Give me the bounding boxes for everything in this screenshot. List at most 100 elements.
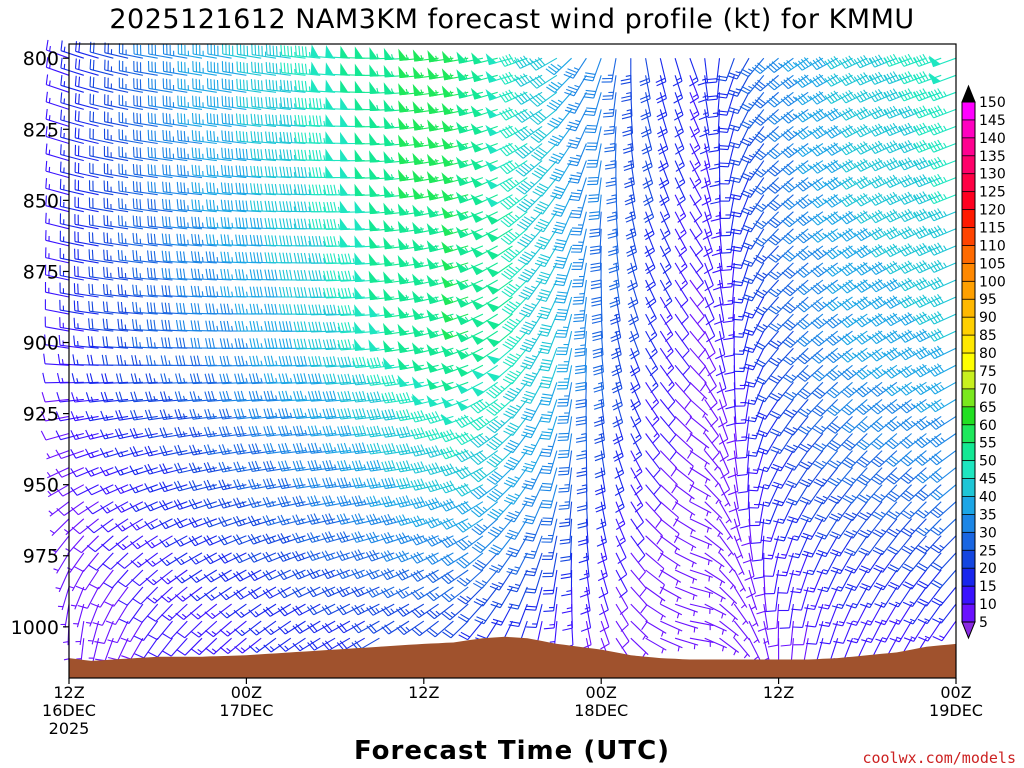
wind-barb (132, 215, 158, 230)
wind-barb (188, 462, 217, 474)
wind-barb (351, 442, 380, 455)
wind-barb (74, 144, 99, 162)
wind-barb (674, 330, 690, 359)
wind-barb (174, 444, 203, 456)
wind-barb (770, 450, 794, 472)
wind-barb (251, 44, 277, 59)
wind-barb (839, 313, 868, 328)
wind-barb (485, 313, 513, 330)
wind-barb (899, 450, 927, 467)
colorbar-segment (962, 102, 975, 121)
wind-barb (689, 398, 709, 418)
wind-barb (929, 484, 957, 501)
wind-barb (59, 282, 84, 298)
wind-barb (610, 313, 622, 343)
wind-barb (753, 279, 780, 299)
wind-barb (441, 276, 469, 288)
wind-barb (425, 428, 454, 441)
wind-barb (602, 92, 617, 118)
wind-barb (86, 518, 114, 534)
chart-title: 2025121612 NAM3KM forecast wind profile … (109, 4, 914, 35)
wind-barb (336, 495, 365, 507)
wind-barb (397, 255, 424, 268)
wind-barb (220, 234, 247, 247)
wind-barb (44, 282, 70, 298)
wind-barb (929, 518, 957, 536)
wind-barb (530, 108, 558, 125)
wind-barb (606, 194, 618, 222)
wind-barb (57, 586, 70, 611)
wind-barb (659, 399, 676, 427)
wind-barb (457, 603, 484, 623)
colorbar-segment (962, 604, 975, 623)
wind-barb (784, 450, 809, 471)
wind-barb (780, 91, 809, 107)
wind-barb (100, 391, 129, 403)
wind-barb (55, 411, 84, 422)
wind-barb (117, 336, 143, 349)
wind-barb (411, 393, 439, 406)
wind-barb (161, 267, 188, 281)
wind-barb (887, 552, 913, 573)
wind-barb (781, 245, 809, 262)
wind-barb (133, 43, 158, 59)
wind-barb (832, 603, 854, 627)
wind-barb (915, 501, 942, 519)
wind-barb (517, 228, 543, 248)
wind-barb (250, 79, 277, 93)
wind-barb (159, 518, 188, 530)
wind-barb (218, 586, 247, 601)
wind-barb (719, 518, 734, 540)
wind-barb (322, 442, 350, 454)
wind-barb (59, 265, 84, 281)
wind-barb (265, 131, 291, 145)
wind-barb (659, 381, 676, 410)
wind-barb (870, 450, 898, 468)
wind-barb (396, 620, 425, 636)
wind-barb (704, 416, 720, 444)
wind-barb (645, 382, 660, 410)
wind-barb (724, 348, 735, 375)
wind-barb (859, 569, 883, 591)
wind-barb (203, 444, 232, 456)
colorbar-tick-label: 130 (979, 167, 1006, 183)
wind-barb (810, 279, 839, 295)
wind-barb (589, 228, 602, 255)
wind-barb (842, 467, 868, 486)
wind-barb (117, 232, 143, 247)
wind-barb (471, 70, 498, 83)
wind-barb (104, 586, 129, 607)
wind-barb (898, 260, 927, 274)
wind-barb (704, 262, 714, 292)
wind-barb (781, 194, 809, 210)
wind-barb (689, 535, 713, 549)
wind-barb (487, 501, 513, 520)
wind-barb (132, 284, 158, 298)
wind-barb (795, 279, 824, 296)
wind-barb (630, 365, 641, 394)
wind-barb (826, 416, 853, 434)
wind-barb (455, 244, 484, 256)
wind-barb (733, 535, 744, 559)
wind-barb (795, 194, 824, 209)
wind-barb (233, 390, 262, 402)
wind-barb (88, 283, 114, 298)
wind-barb (520, 399, 543, 422)
wind-barb (522, 518, 543, 542)
wind-barb (733, 637, 751, 659)
colorbar-tick-label: 120 (979, 203, 1006, 219)
wind-barb (308, 184, 336, 196)
wind-barb (824, 228, 853, 243)
wind-barb (689, 433, 710, 451)
wind-barb (145, 552, 173, 567)
wind-barb (46, 450, 70, 460)
wind-barb (913, 398, 942, 413)
wind-barb (860, 603, 883, 626)
wind-barb (782, 381, 809, 401)
wind-barb (59, 196, 84, 213)
wind-barb (74, 162, 99, 179)
x-tick-label: 12Z (53, 683, 84, 702)
wind-barb (551, 194, 573, 217)
wind-barb (351, 477, 380, 489)
wind-barb (818, 586, 839, 610)
